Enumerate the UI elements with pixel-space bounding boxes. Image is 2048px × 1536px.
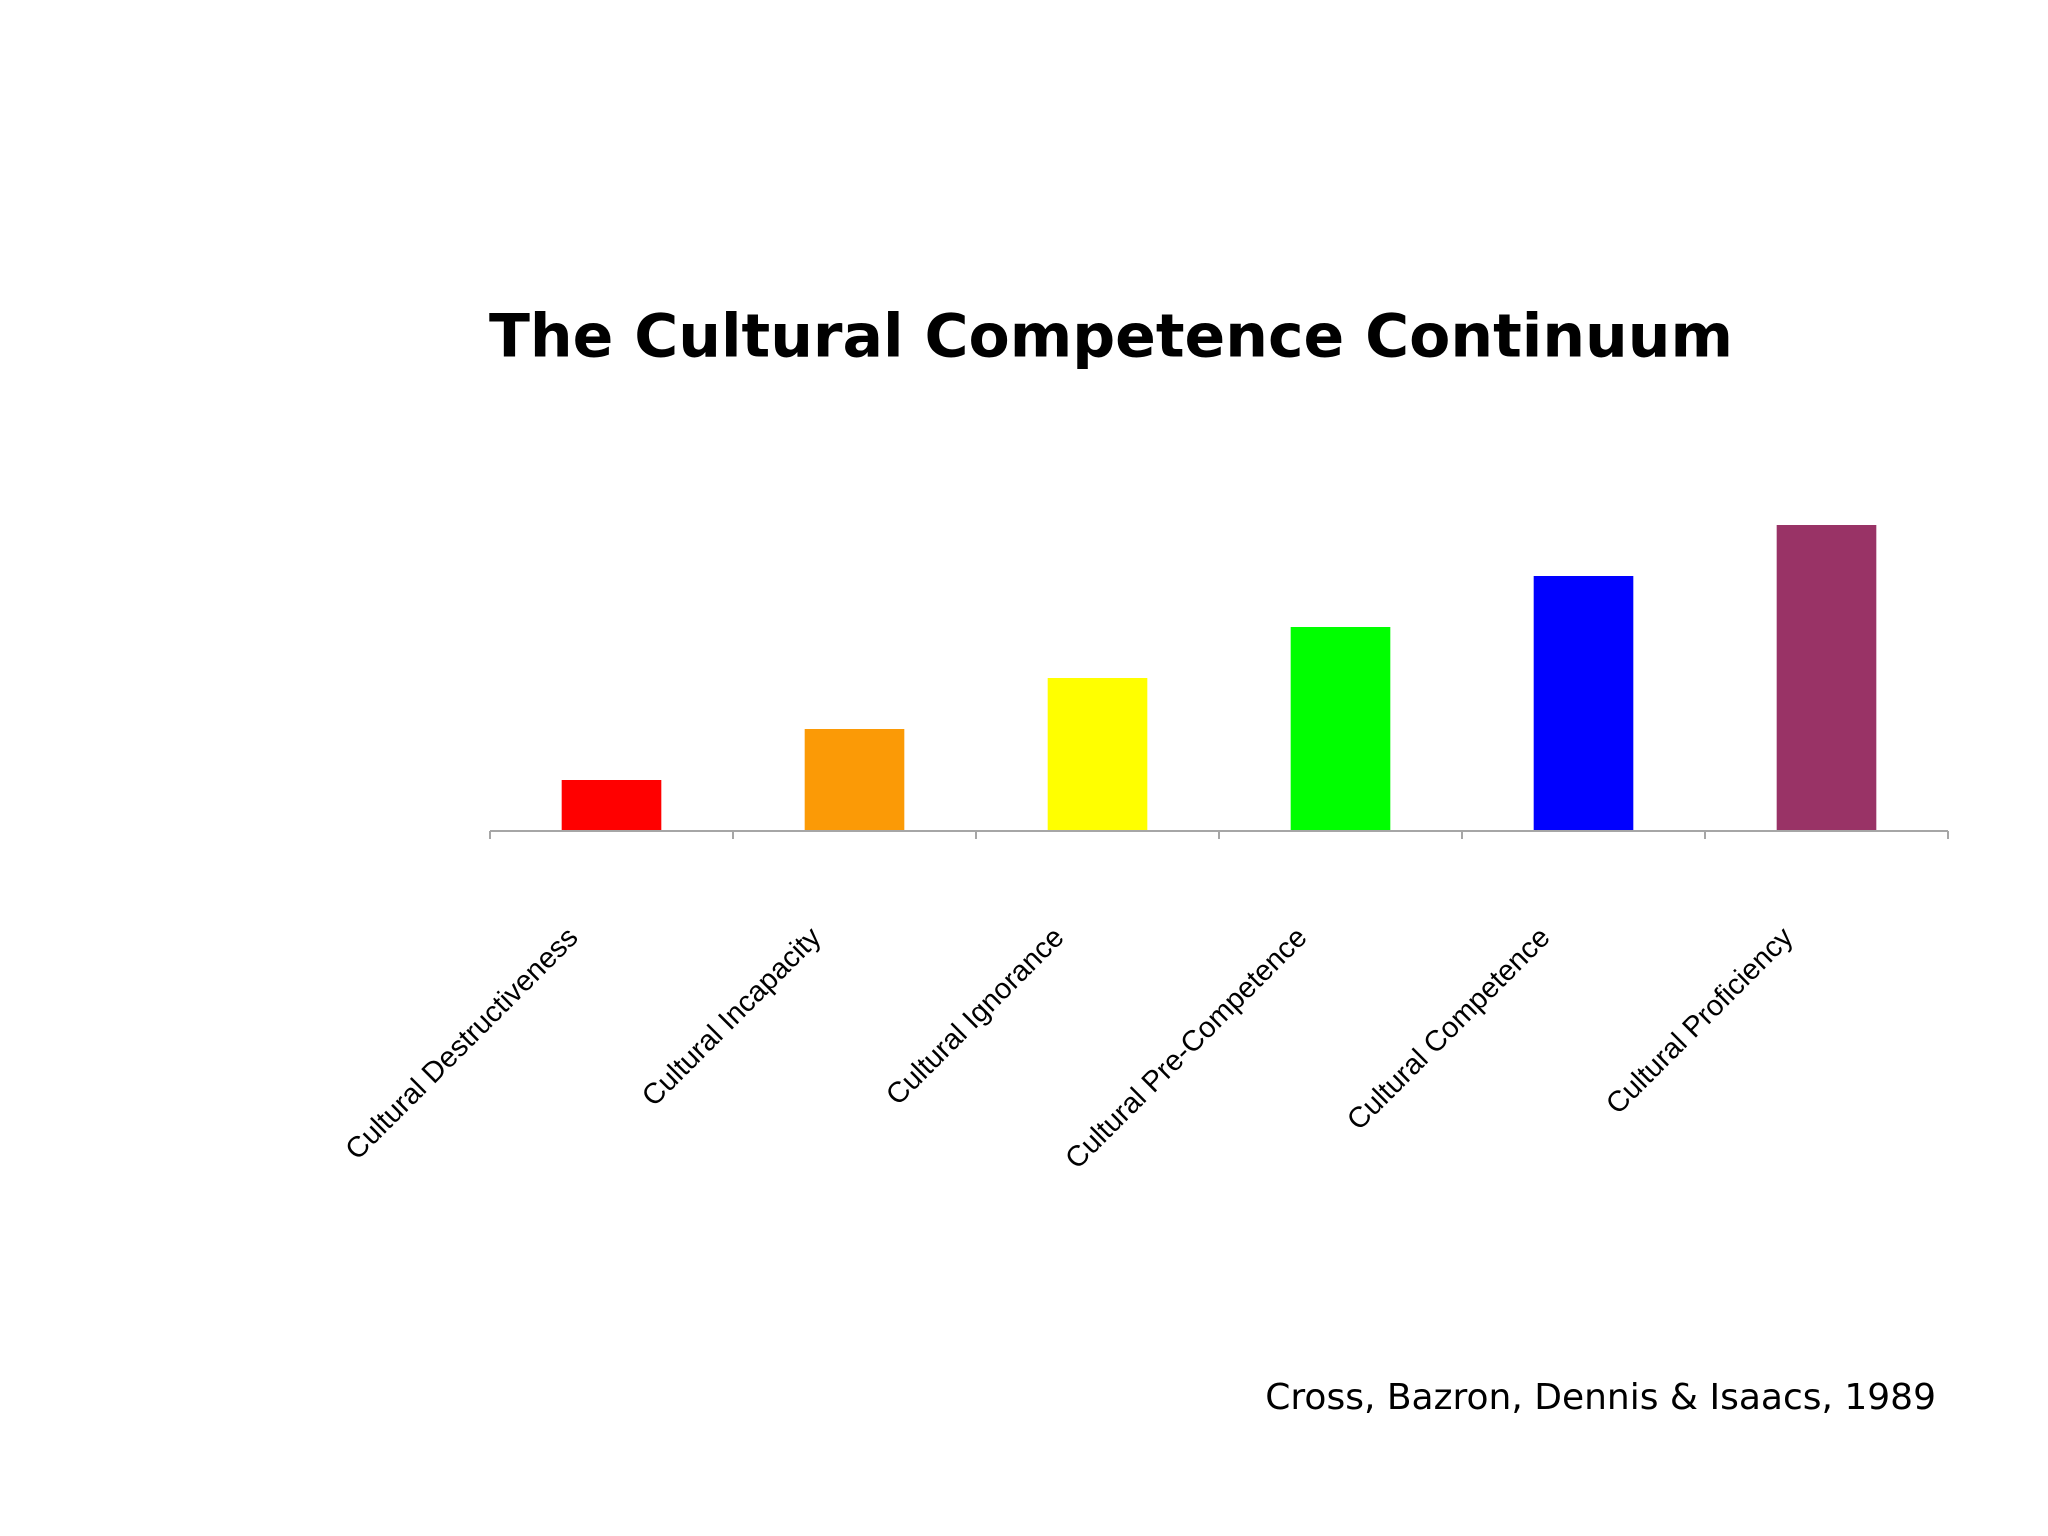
bar: [561, 780, 662, 831]
bar: [804, 729, 905, 831]
source-note: Cross, Bazron, Dennis & Isaacs, 1989: [1265, 1377, 1936, 1418]
chart-title: The Cultural Competence Continuum: [489, 302, 1733, 372]
bar: [1290, 627, 1391, 831]
bar: [1533, 576, 1634, 831]
bar: [1776, 525, 1877, 831]
bar: [1047, 678, 1148, 831]
